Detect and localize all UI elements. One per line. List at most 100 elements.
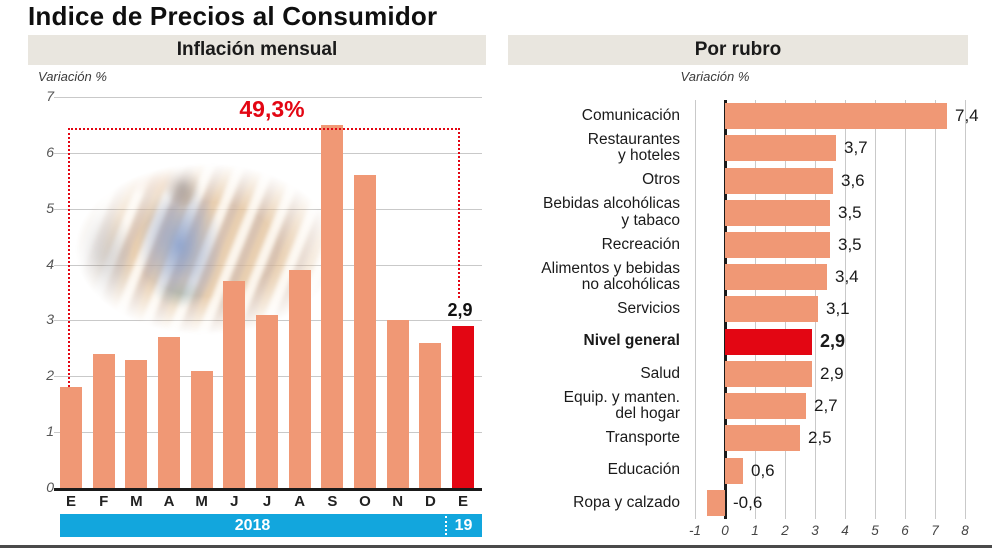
month-label: N xyxy=(392,493,404,510)
month-label: J xyxy=(262,493,272,510)
bar xyxy=(725,264,827,291)
month-label: M xyxy=(195,493,208,510)
category-label: Ropa y calzado xyxy=(573,493,680,511)
x-axis-tick-label: -1 xyxy=(688,523,701,538)
year-band-divider xyxy=(445,516,447,535)
bar xyxy=(60,387,82,488)
value-label: 7,4 xyxy=(955,106,979,126)
bar xyxy=(386,320,409,488)
bar xyxy=(419,342,442,488)
value-label: 3,5 xyxy=(838,235,862,255)
bracket-left-leg xyxy=(68,128,70,388)
month-label: J xyxy=(230,493,239,510)
bar xyxy=(725,167,833,194)
y-axis-tick-label: 4 xyxy=(46,255,54,272)
value-label: 3,5 xyxy=(838,202,862,222)
right-panel-header: Por rubro xyxy=(508,35,968,65)
x-axis-tick-label: 4 xyxy=(841,523,849,538)
bar xyxy=(707,489,725,516)
bar xyxy=(725,135,836,162)
month-label: M xyxy=(130,493,143,510)
year-band-2019: 19 xyxy=(445,514,482,537)
y-axis-tick-label: 6 xyxy=(46,143,54,160)
bar xyxy=(158,337,180,488)
category-label: Transporte xyxy=(605,429,680,447)
x-axis-tick-label: 1 xyxy=(751,523,759,538)
gridline xyxy=(935,100,936,519)
bar xyxy=(725,360,812,387)
month-label: A xyxy=(163,493,175,510)
category-label: Servicios xyxy=(617,300,680,318)
value-label: 3,1 xyxy=(826,299,850,319)
right-panel-title: Por rubro xyxy=(694,39,782,60)
left-panel-title: Inflación mensual xyxy=(176,39,338,60)
bar-highlight xyxy=(452,326,475,488)
month-label: F xyxy=(99,493,109,510)
cumulative-inflation-label: 49,3% xyxy=(239,96,305,122)
value-label: 3,7 xyxy=(844,138,868,158)
bar xyxy=(725,457,743,484)
value-label: 2,5 xyxy=(808,428,832,448)
bar xyxy=(125,359,148,488)
y-axis-tick-label: 5 xyxy=(46,199,54,216)
bottom-rule xyxy=(0,545,992,548)
gridline xyxy=(54,152,482,154)
y-axis-tick-label: 2 xyxy=(46,367,54,384)
category-label: Equip. y manten. del hogar xyxy=(563,388,680,423)
bar xyxy=(725,425,800,452)
category-label: Otros xyxy=(642,171,680,189)
month-label: O xyxy=(359,493,371,510)
left-panel-header: Inflación mensual xyxy=(28,35,486,65)
gridline xyxy=(54,97,482,98)
by-category-chart: -1 0 1 2 3 4 5 6 7 8 Comunicación 7,4 Restaurantes y… xyxy=(508,85,979,555)
category-label: Restaurantes y hoteles xyxy=(587,130,680,165)
value-label: 2,7 xyxy=(814,396,838,416)
bar xyxy=(223,281,246,488)
bar xyxy=(190,370,213,488)
bar xyxy=(725,103,947,130)
last-bar-value-label: 2,9 xyxy=(447,300,473,320)
category-label: Recreación xyxy=(601,235,680,253)
month-label: E xyxy=(65,493,76,510)
monthly-inflation-chart: 0 1 2 3 4 5 6 7 49,3% 2,9 E F M A M J J A S O N D E 2018 19 xyxy=(0,85,500,555)
month-label: E xyxy=(458,493,469,510)
x-axis-tick-label: 7 xyxy=(931,523,939,538)
x-axis-tick-label: 0 xyxy=(721,523,729,538)
x-axis-tick-label: 6 xyxy=(901,523,909,538)
x-axis-tick-label: 3 xyxy=(811,523,819,538)
category-label: Comunicación xyxy=(581,106,680,124)
value-label: 3,6 xyxy=(841,170,865,190)
bar xyxy=(354,175,377,488)
value-label: 2,9 xyxy=(820,363,844,383)
bar xyxy=(725,232,830,259)
left-axis-unit-label: Variación % xyxy=(38,69,107,84)
value-label: -0,6 xyxy=(733,492,763,512)
y-axis-tick-label: 1 xyxy=(46,423,54,440)
bracket-top-line xyxy=(68,128,460,130)
year-band: 2018 19 xyxy=(60,514,482,537)
bracket-right-leg xyxy=(458,128,460,298)
gridline xyxy=(905,100,906,519)
month-label: S xyxy=(327,493,338,510)
category-label: Salud xyxy=(640,364,680,382)
value-label: 2,9 xyxy=(820,331,846,352)
x-axis-line xyxy=(54,488,482,491)
month-label: A xyxy=(294,493,306,510)
category-label: Nivel general xyxy=(583,332,681,350)
bar xyxy=(725,296,818,323)
x-axis-tick-label: 8 xyxy=(961,523,969,538)
bar xyxy=(725,199,830,226)
bar xyxy=(321,124,344,488)
category-label: Educación xyxy=(607,461,680,479)
bar xyxy=(725,393,806,420)
x-axis-tick-label: 5 xyxy=(871,523,879,538)
gridline xyxy=(875,100,876,519)
category-label: Bebidas alcohólicas y tabaco xyxy=(542,195,680,229)
page-title: Indice de Precios al Consumidor xyxy=(28,1,438,31)
right-axis-unit-label: Variación % xyxy=(680,69,750,84)
left-plot-area: 0 1 2 3 4 5 6 7 49,3% 2,9 xyxy=(46,88,482,495)
year-band-2018: 2018 xyxy=(60,514,445,537)
bar-highlight xyxy=(725,328,812,355)
